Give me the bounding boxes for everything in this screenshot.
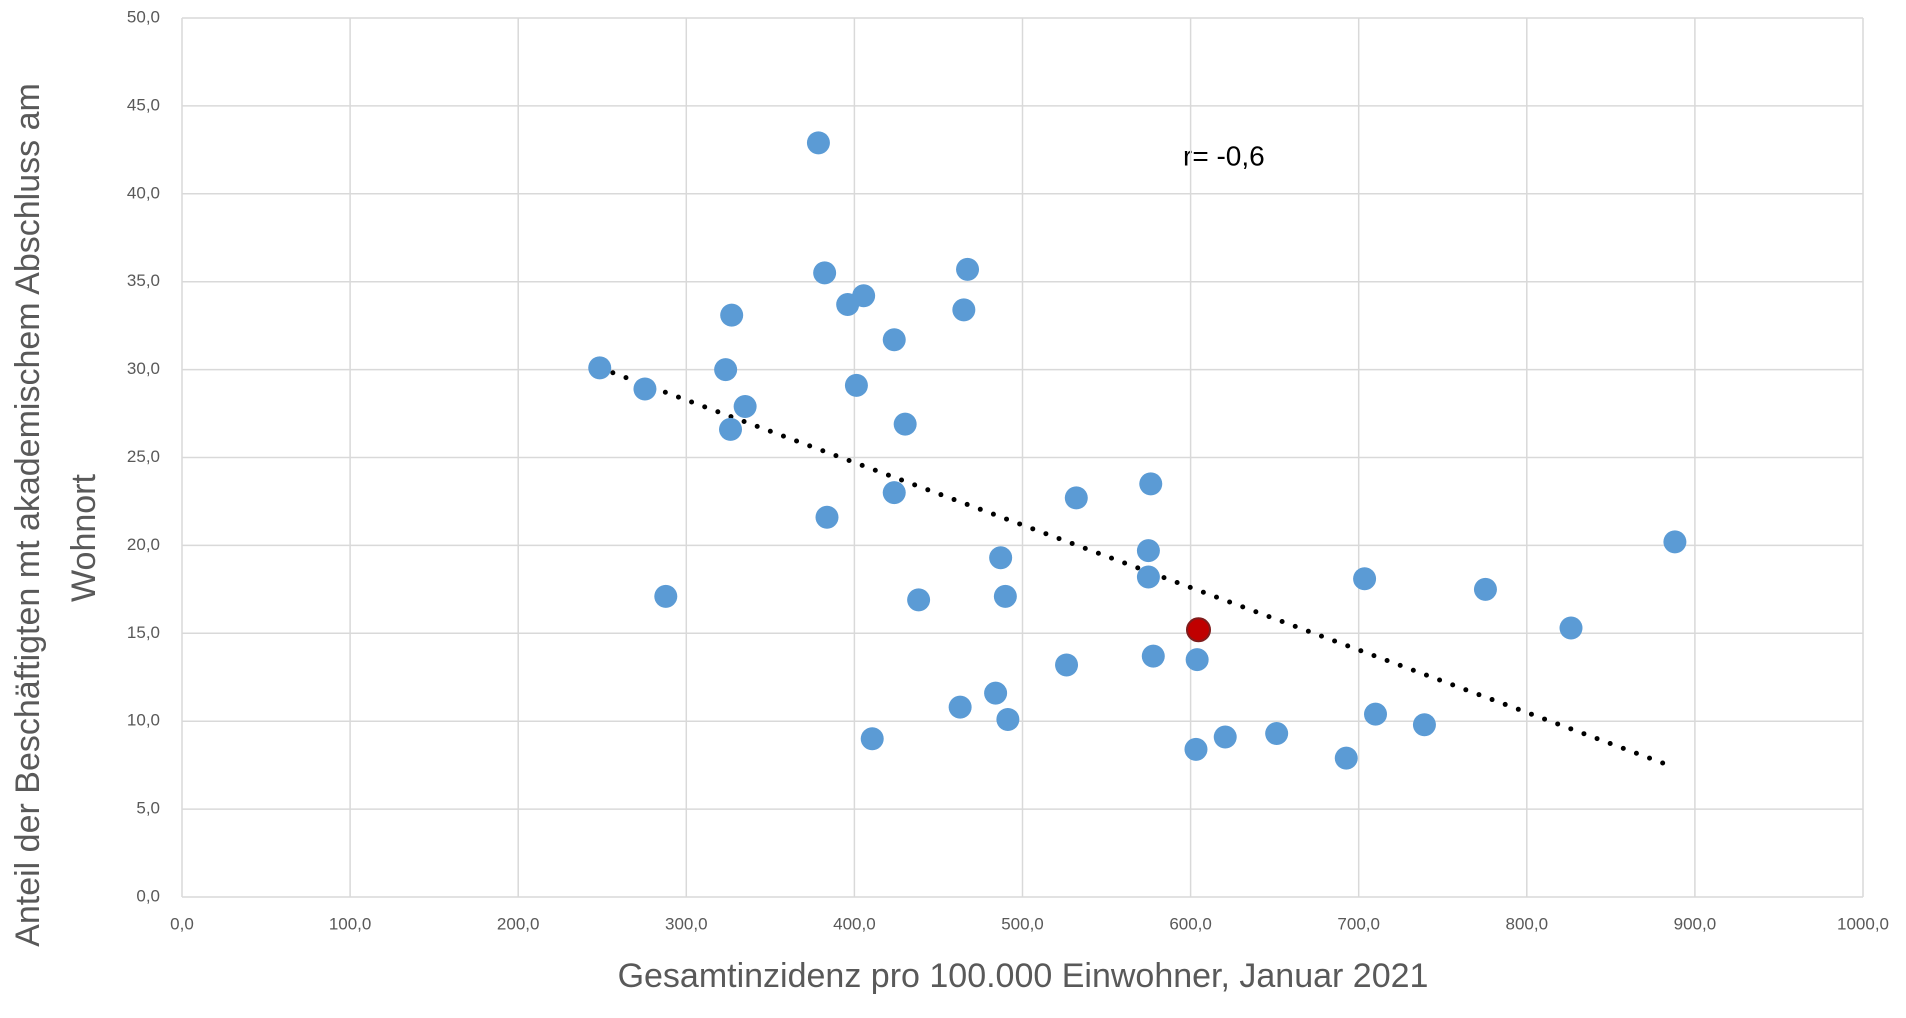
point	[956, 257, 980, 281]
y-axis-title: Wohnort	[65, 474, 103, 602]
point	[1186, 617, 1212, 643]
point	[852, 284, 876, 308]
point	[882, 328, 906, 352]
trendline	[597, 365, 1667, 766]
x-tick-label: 600,0	[1169, 914, 1212, 933]
point	[1184, 737, 1208, 761]
annotation: r= -0,6	[1183, 140, 1265, 171]
y-tick-label: 20,0	[127, 535, 160, 554]
point	[844, 373, 868, 397]
point	[714, 358, 738, 382]
y-tick-label: 0,0	[136, 886, 160, 905]
point	[907, 588, 931, 612]
y-tick-label: 25,0	[127, 447, 160, 466]
point	[1663, 530, 1687, 554]
point	[1139, 472, 1163, 496]
x-tick-label: 500,0	[1001, 914, 1044, 933]
point	[633, 377, 657, 401]
y-tick-label: 40,0	[127, 183, 160, 202]
point	[719, 417, 743, 441]
x-tick-label: 300,0	[665, 914, 708, 933]
point	[1265, 722, 1289, 746]
point	[996, 707, 1020, 731]
y-tick-label: 15,0	[127, 623, 160, 642]
x-tick-label: 200,0	[497, 914, 540, 933]
point	[1559, 616, 1583, 640]
point	[1334, 746, 1358, 770]
x-tick-label: 100,0	[329, 914, 372, 933]
point	[588, 356, 612, 380]
point	[1412, 713, 1436, 737]
y-tick-label: 30,0	[127, 359, 160, 378]
x-tick-label: 0,0	[170, 914, 194, 933]
point	[720, 303, 744, 327]
point	[1213, 725, 1237, 749]
y-tick-label: 35,0	[127, 271, 160, 290]
point	[948, 695, 972, 719]
point	[1141, 644, 1165, 668]
point	[952, 298, 976, 322]
point	[1136, 565, 1160, 589]
point	[984, 681, 1008, 705]
x-axis-title: Gesamtinzidenz pro 100.000 Einwohner, Ja…	[618, 957, 1429, 995]
x-tick-label: 400,0	[833, 914, 876, 933]
y-tick-label: 10,0	[127, 711, 160, 730]
x-tick-label: 1000,0	[1837, 914, 1889, 933]
point	[860, 727, 884, 751]
point	[1353, 567, 1377, 591]
y-axis-title: Anteil der Beschäftigten mt akademischem…	[9, 83, 47, 947]
point	[1064, 486, 1088, 510]
y-tick-label: 50,0	[127, 7, 160, 26]
point	[1364, 702, 1388, 726]
x-tick-label: 700,0	[1337, 914, 1380, 933]
point	[993, 584, 1017, 608]
point	[882, 481, 906, 505]
point	[1185, 648, 1209, 672]
y-tick-label: 5,0	[136, 799, 160, 818]
point	[815, 505, 839, 529]
point	[733, 395, 757, 419]
x-tick-label: 800,0	[1506, 914, 1549, 933]
x-tick-label: 900,0	[1674, 914, 1717, 933]
point	[806, 131, 830, 155]
point	[1473, 577, 1497, 601]
point	[654, 584, 678, 608]
y-tick-label: 45,0	[127, 95, 160, 114]
point	[813, 261, 837, 285]
point	[893, 412, 917, 436]
point	[1136, 539, 1160, 563]
point	[989, 546, 1013, 570]
annotation-box	[1163, 128, 1358, 190]
point	[1055, 653, 1079, 677]
